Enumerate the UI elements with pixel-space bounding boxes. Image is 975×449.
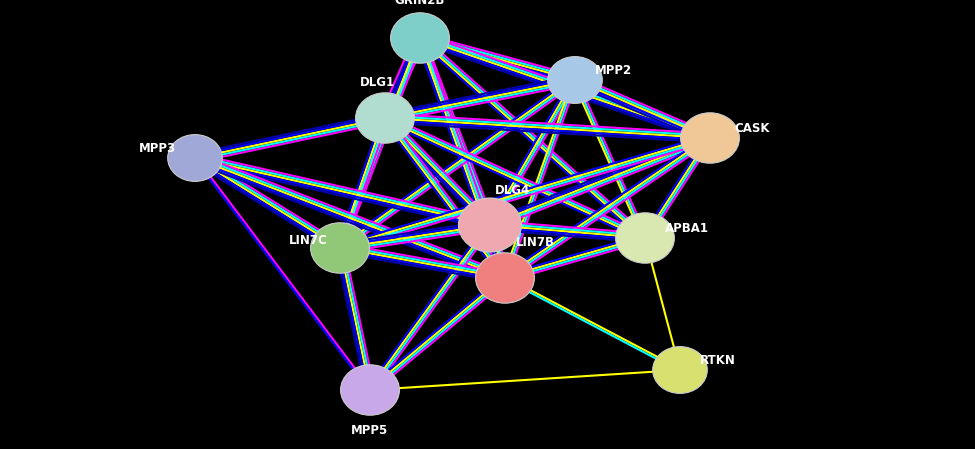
Text: APBA1: APBA1 <box>665 221 709 234</box>
Ellipse shape <box>340 365 400 415</box>
Text: RTKN: RTKN <box>700 353 736 366</box>
Ellipse shape <box>168 135 222 181</box>
Ellipse shape <box>615 213 675 263</box>
Ellipse shape <box>356 93 414 143</box>
Text: MPP3: MPP3 <box>138 141 176 154</box>
Text: DLG1: DLG1 <box>360 76 395 89</box>
Ellipse shape <box>391 13 449 63</box>
Text: MPP5: MPP5 <box>351 423 389 436</box>
Ellipse shape <box>548 57 603 103</box>
Ellipse shape <box>311 223 370 273</box>
Ellipse shape <box>652 347 707 393</box>
Text: CASK: CASK <box>734 122 769 135</box>
Text: LIN7C: LIN7C <box>289 233 328 247</box>
Ellipse shape <box>458 198 522 252</box>
Text: GRIN2B: GRIN2B <box>395 0 446 6</box>
Text: MPP2: MPP2 <box>595 63 632 76</box>
Text: DLG4: DLG4 <box>494 184 529 197</box>
Text: LIN7B: LIN7B <box>516 237 555 250</box>
Ellipse shape <box>476 253 534 303</box>
Ellipse shape <box>681 113 739 163</box>
